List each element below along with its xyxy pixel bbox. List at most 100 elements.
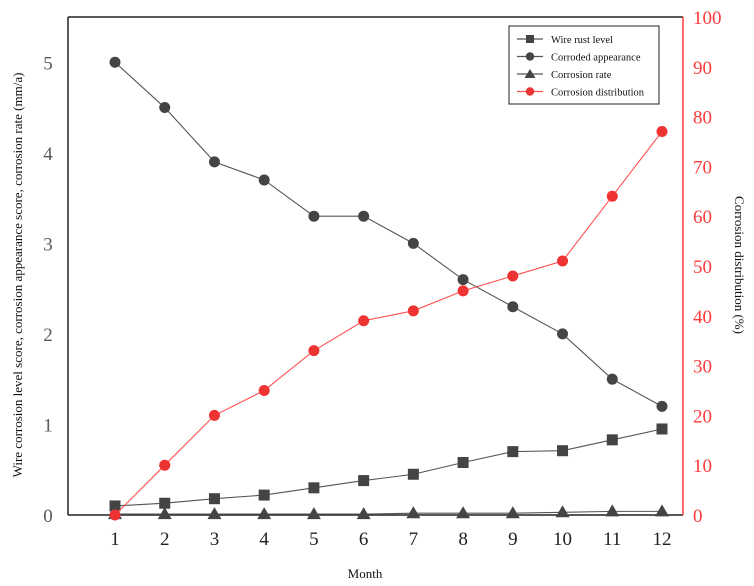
circle-marker <box>308 345 320 357</box>
series-line <box>114 131 663 516</box>
right-tick-label: 80 <box>693 108 712 129</box>
legend-label: Corroded appearance <box>551 53 641 64</box>
circle-marker <box>656 126 668 138</box>
x-tick-label: 12 <box>653 529 672 550</box>
triangle-marker <box>257 507 272 520</box>
left-tick-label: 2 <box>43 325 53 346</box>
right-tick-label: 90 <box>693 58 712 79</box>
circle-marker <box>606 190 618 202</box>
circle-marker <box>507 301 519 313</box>
series-wire-rust-level <box>109 423 668 512</box>
right-tick-label: 10 <box>693 456 712 477</box>
triangle-marker <box>655 504 669 517</box>
circle-marker <box>159 102 171 114</box>
series-corroded-appearance <box>109 56 668 412</box>
square-marker <box>358 475 370 487</box>
x-tick-label: 5 <box>309 529 319 550</box>
square-marker <box>208 493 220 505</box>
circle-marker <box>208 156 220 168</box>
legend-circle-icon <box>525 52 535 61</box>
series-line <box>114 61 663 407</box>
legend-label: Wire rust level <box>551 35 613 46</box>
legend-triangle-icon <box>524 69 536 78</box>
x-tick-label: 9 <box>508 529 518 550</box>
triangle-marker <box>605 504 620 517</box>
triangle-marker <box>356 507 371 520</box>
square-marker <box>507 446 519 458</box>
right-tick-label: 70 <box>693 157 712 178</box>
left-tick-label: 4 <box>43 144 53 165</box>
series-corrosion-distribution <box>109 126 668 521</box>
circle-marker <box>109 509 121 521</box>
circle-marker <box>457 285 469 297</box>
circle-marker <box>109 56 121 68</box>
circle-marker <box>557 328 569 340</box>
left-tick-label: 3 <box>43 234 53 255</box>
circle-marker <box>407 305 419 317</box>
right-tick-label: 40 <box>693 307 712 328</box>
x-tick-label: 2 <box>160 529 170 550</box>
x-tick-label: 7 <box>409 529 419 550</box>
triangle-marker <box>306 507 321 520</box>
left-tick-label: 0 <box>43 506 53 527</box>
square-marker <box>407 468 419 480</box>
square-marker <box>457 456 469 468</box>
x-tick-label: 1 <box>110 529 120 550</box>
circle-marker <box>258 174 270 186</box>
right-axis-ticks: 0 10 20 30 40 50 60 70 80 90 100 <box>693 8 722 527</box>
square-marker <box>606 434 618 446</box>
x-tick-label: 10 <box>553 529 572 550</box>
circle-marker <box>358 210 370 222</box>
series-layer <box>108 56 669 521</box>
legend-item: Corrosion rate <box>517 69 612 81</box>
right-tick-label: 0 <box>693 506 703 527</box>
circle-marker <box>557 255 569 267</box>
circle-marker <box>656 400 668 412</box>
triangle-marker <box>505 506 520 519</box>
square-marker <box>109 500 121 512</box>
triangle-marker <box>456 506 471 519</box>
circle-marker <box>208 409 220 421</box>
circle-marker <box>308 210 320 222</box>
triangle-marker <box>406 506 421 519</box>
square-marker <box>656 423 668 435</box>
right-axis-label: Corrosion distribution (%) <box>732 196 747 334</box>
square-marker <box>159 497 171 509</box>
square-marker <box>557 445 569 457</box>
plot-frame <box>67 16 684 516</box>
x-tick-label: 4 <box>259 529 269 550</box>
circle-marker <box>358 315 370 327</box>
right-tick-label: 50 <box>693 257 712 278</box>
series-line <box>114 428 663 507</box>
right-tick-label: 60 <box>693 207 712 228</box>
x-axis-label: Month <box>348 566 383 581</box>
legend: Wire rust level Corroded appearance Corros… <box>508 25 660 105</box>
legend-item: Wire rust level <box>517 35 613 46</box>
right-tick-label: 30 <box>693 357 712 378</box>
circle-marker <box>507 270 519 282</box>
x-tick-label: 8 <box>458 529 468 550</box>
circle-marker <box>407 237 419 249</box>
circle-marker <box>159 459 171 471</box>
square-marker <box>308 482 320 494</box>
legend-label: Corrosion rate <box>551 70 612 81</box>
circle-marker <box>457 274 469 286</box>
right-tick-label: 20 <box>693 406 712 427</box>
circle-marker <box>258 385 270 396</box>
legend-item: Corroded appearance <box>517 52 641 64</box>
triangle-marker <box>207 507 222 520</box>
left-axis-label: Wire corrosion level score, corrosion ap… <box>10 73 25 478</box>
legend-circle-icon <box>525 87 535 96</box>
x-tick-label: 3 <box>210 529 220 550</box>
series-line <box>115 510 662 515</box>
square-marker <box>258 489 270 501</box>
legend-square-icon <box>526 35 534 43</box>
left-tick-label: 1 <box>43 415 53 436</box>
legend-label: Corrosion distribution <box>551 88 645 99</box>
triangle-marker <box>555 505 570 518</box>
triangle-marker <box>157 507 172 520</box>
x-axis-ticks: 1 2 3 4 5 6 7 8 9 10 11 12 <box>110 529 671 550</box>
left-axis-ticks: 0 1 2 3 4 5 <box>43 53 53 527</box>
right-tick-label: 100 <box>693 8 722 29</box>
